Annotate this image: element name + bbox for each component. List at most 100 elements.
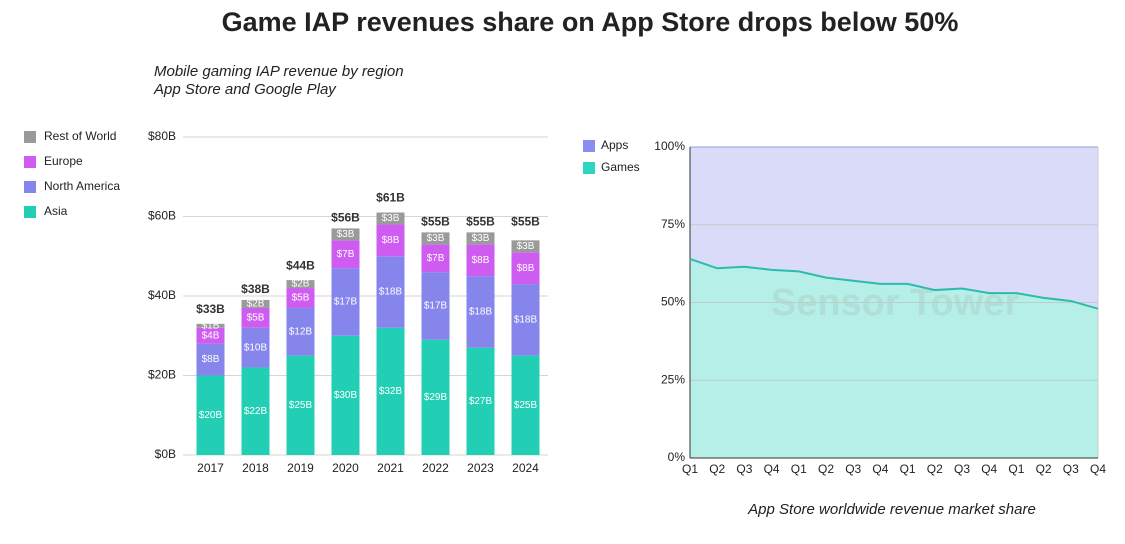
x-tick-label: 2020: [332, 461, 359, 475]
value-label: $32B: [379, 386, 403, 397]
value-label: $8B: [517, 263, 535, 274]
bar-segment: [466, 276, 495, 348]
bar-segment: [286, 307, 315, 356]
bar-segment: [241, 327, 270, 368]
value-label: $20B: [199, 410, 223, 421]
x-tick-label: 2022: [422, 461, 449, 475]
legend-label: North America: [44, 179, 120, 193]
value-label: $3B: [472, 233, 490, 244]
bar-segment: [466, 244, 495, 277]
bar-segment: [286, 288, 315, 308]
legend-label: Europe: [44, 154, 83, 168]
total-label: $38B: [241, 282, 270, 296]
legend-swatch: [583, 162, 595, 174]
y-tick-label: 100%: [654, 139, 685, 153]
chart-subtitle: Mobile gaming IAP revenue by region: [154, 63, 404, 80]
bar-segment: [241, 299, 270, 308]
x-tick-label: Q4: [764, 462, 780, 476]
x-tick-label: Q3: [736, 462, 752, 476]
x-tick-label: Q2: [1036, 462, 1052, 476]
x-tick-label: Q3: [1063, 462, 1079, 476]
total-label: $56B: [331, 211, 360, 225]
legend-swatch: [24, 206, 36, 218]
x-tick-label: Q2: [927, 462, 943, 476]
bar-segment: [331, 240, 360, 269]
bar-segment: [241, 307, 270, 328]
bar-segment: [241, 367, 270, 455]
value-label: $1B: [202, 320, 220, 331]
bar-segment: [511, 240, 540, 253]
bar-segment: [376, 224, 405, 257]
y-tick-label: 0%: [668, 450, 686, 464]
bar-segment: [286, 280, 315, 289]
x-tick-label: Q1: [900, 462, 916, 476]
x-tick-label: 2019: [287, 461, 314, 475]
legend-label: Apps: [601, 138, 628, 152]
x-tick-label: Q1: [1008, 462, 1024, 476]
value-label: $12B: [289, 326, 313, 337]
area: [690, 258, 1098, 458]
value-label: $2B: [292, 279, 310, 290]
value-label: $18B: [514, 314, 538, 325]
value-label: $22B: [244, 406, 268, 417]
value-label: $7B: [427, 253, 445, 264]
page-title: Game IAP revenues share on App Store dro…: [222, 7, 959, 37]
total-label: $33B: [196, 302, 225, 316]
total-label: $55B: [511, 215, 540, 229]
line: [689, 258, 1099, 310]
value-label: $25B: [514, 400, 538, 411]
legend-swatch: [583, 140, 595, 152]
bar-segment: [376, 256, 405, 328]
legend-label: Rest of World: [44, 129, 116, 143]
value-label: $8B: [202, 354, 220, 365]
x-tick-label: 2017: [197, 461, 224, 475]
value-label: $18B: [469, 307, 493, 318]
x-tick-label: Q3: [954, 462, 970, 476]
bar-segment: [511, 284, 540, 356]
x-tick-label: 2023: [467, 461, 494, 475]
y-tick-label: $20B: [148, 368, 176, 382]
bar-segment: [196, 343, 225, 376]
value-label: $4B: [202, 330, 220, 341]
watermark: Sensor Tower: [771, 282, 1020, 324]
y-tick-label: 50%: [661, 295, 685, 309]
x-axis-label: App Store worldwide revenue market share: [747, 501, 1036, 518]
value-label: $17B: [424, 301, 448, 312]
value-label: $3B: [382, 213, 400, 224]
total-label: $61B: [376, 191, 405, 205]
bar-segment: [196, 323, 225, 328]
bar-segment: [286, 355, 315, 455]
value-label: $10B: [244, 342, 268, 353]
value-label: $8B: [382, 235, 400, 246]
value-label: $5B: [292, 293, 310, 304]
total-label: $55B: [466, 215, 495, 229]
legend-swatch: [24, 131, 36, 143]
bar-segment: [421, 339, 450, 455]
value-label: $30B: [334, 390, 358, 401]
y-tick-label: 75%: [661, 217, 685, 231]
x-tick-label: Q4: [981, 462, 997, 476]
x-tick-label: Q1: [791, 462, 807, 476]
chart-subtitle: App Store and Google Play: [153, 81, 337, 98]
legend-swatch: [24, 156, 36, 168]
y-tick-label: 25%: [661, 372, 685, 386]
bar-segment: [466, 347, 495, 455]
value-label: $8B: [472, 255, 490, 266]
bar-segment: [376, 212, 405, 225]
bar-segment: [421, 232, 450, 245]
total-label: $55B: [421, 215, 450, 229]
bar-segment: [331, 268, 360, 336]
value-label: $3B: [517, 241, 535, 252]
x-tick-label: 2024: [512, 461, 539, 475]
value-label: $17B: [334, 297, 358, 308]
y-tick-label: $40B: [148, 288, 176, 302]
y-tick-label: $60B: [148, 209, 176, 223]
bar-segment: [421, 244, 450, 273]
bar-segment: [511, 252, 540, 285]
value-label: $18B: [379, 287, 403, 298]
bar-segment: [331, 228, 360, 241]
x-tick-label: Q3: [845, 462, 861, 476]
x-tick-label: Q4: [872, 462, 888, 476]
